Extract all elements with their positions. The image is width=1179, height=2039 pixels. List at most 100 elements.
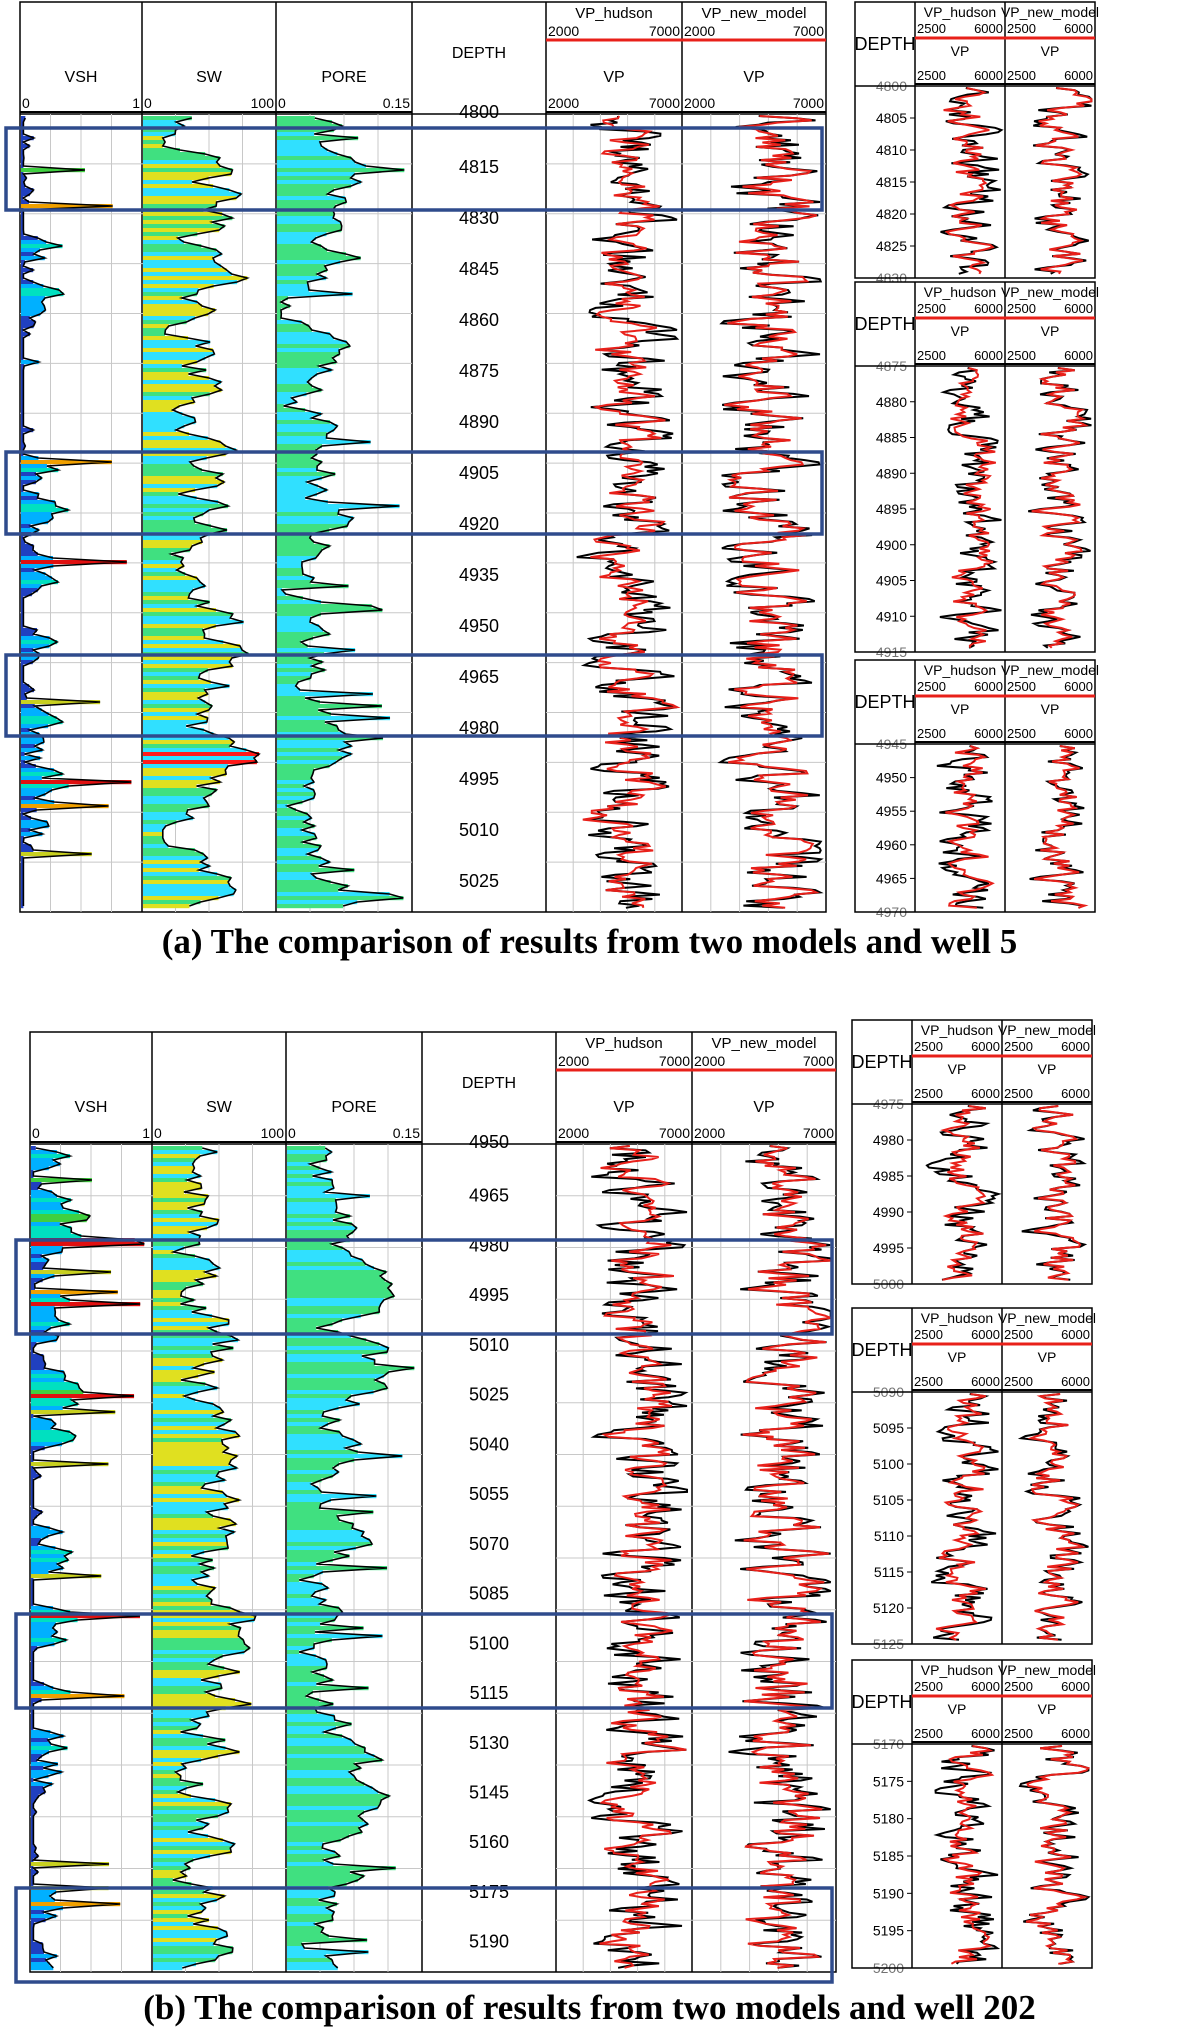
panel-a-sw-band xyxy=(143,732,214,737)
panel-b-sw-band xyxy=(153,1730,181,1735)
panel-a-vsh-band xyxy=(21,144,30,149)
panel-a-pore-band xyxy=(277,376,312,381)
panel-b-sw-band xyxy=(153,1614,256,1619)
panel-b-pore-band xyxy=(287,1194,370,1199)
panel-b-pore-band xyxy=(287,1350,388,1355)
panel-a-pore-band xyxy=(277,296,288,301)
panel-a-sw-band xyxy=(143,548,190,553)
panel-b-pore-band xyxy=(287,1682,317,1687)
panel-b-vsh-band xyxy=(31,1618,78,1623)
panel-b-pore-band xyxy=(287,1926,324,1931)
panel-a-2-zoom-axis-max: 6000 xyxy=(974,348,1003,363)
panel-a-track-title-sw: SW xyxy=(196,69,223,86)
panel-a-sw-band xyxy=(143,192,242,197)
panel-b-sw-band xyxy=(153,1846,231,1851)
panel-b-sw-band xyxy=(153,1482,206,1487)
panel-b-vp-axis-label: VP xyxy=(753,1099,774,1116)
panel-b-sw-band xyxy=(153,1538,227,1543)
panel-b-sw-band xyxy=(153,1814,218,1819)
panel-a-2-zoom-axis-label: VP xyxy=(1041,323,1060,339)
panel-b-pore-band xyxy=(287,1162,310,1167)
panel-b-sw-band xyxy=(153,1834,208,1839)
panel-a-sw-band xyxy=(143,616,231,621)
panel-b-sw-band xyxy=(153,1678,202,1683)
panel-a-sw-band xyxy=(143,772,227,777)
panel-a-sw-band xyxy=(143,848,195,853)
panel-a-2-zoom1-model-line xyxy=(1031,367,1089,649)
panel-a-sw-band xyxy=(143,420,196,425)
panel-b-sw-band xyxy=(153,1610,240,1615)
panel-a-pore-band xyxy=(277,664,312,669)
panel-a-pore-band xyxy=(277,228,342,233)
panel-b-pore-band xyxy=(287,1962,334,1967)
panel-b-sw-band xyxy=(153,1158,196,1163)
panel-b-vsh-band xyxy=(31,1406,63,1411)
panel-a-sw-band xyxy=(143,656,233,661)
panel-b-vsh-band xyxy=(31,1442,62,1447)
panel-b-pore-band xyxy=(287,1382,385,1387)
panel-a-pore-band xyxy=(277,832,315,837)
panel-a-vsh-band xyxy=(21,904,24,909)
panel-a-pore-band xyxy=(277,904,344,909)
panel-b-pore-band xyxy=(287,1462,340,1467)
panel-a-pore-band xyxy=(277,292,353,297)
panel-a-1-zoom-axis-label: VP xyxy=(951,43,970,59)
panel-b-3-zoom-depth-label: 5185 xyxy=(873,1848,904,1864)
panel-b-2-zoom-curve-min: 2500 xyxy=(1004,1327,1033,1342)
panel-a-pore-band xyxy=(277,184,352,189)
panel-b-vsh-band xyxy=(31,1250,62,1255)
panel-b-vsh-band xyxy=(31,1942,43,1947)
panel-b-vsh-band xyxy=(31,1382,78,1387)
panel-b-sw-band xyxy=(153,1290,182,1295)
panel-b-vsh-band xyxy=(31,1438,74,1443)
panel-b-sw-band xyxy=(153,1502,225,1507)
panel-b-depth-label: 5070 xyxy=(469,1534,509,1554)
panel-b-1-zoom-depth-label: 5000 xyxy=(873,1276,904,1292)
panel-a-vsh-band xyxy=(21,536,24,541)
panel-a-depth-label: 4875 xyxy=(459,361,499,381)
panel-b-vsh-band xyxy=(31,1878,34,1883)
panel-b-pore-band xyxy=(287,1506,320,1511)
panel-b-pore-band xyxy=(287,1566,388,1571)
panel-a-vsh-band xyxy=(21,576,52,581)
panel-a-pore-band xyxy=(277,404,284,409)
panel-a-pore-band xyxy=(277,648,356,653)
panel-a-vsh-band xyxy=(21,688,35,693)
panel-a-sw-band xyxy=(143,264,221,269)
panel-a-vsh-band xyxy=(21,792,46,797)
panel-b-vsh-band xyxy=(31,1666,34,1671)
panel-a-sw-band xyxy=(143,712,198,717)
panel-b-depth-label: 5025 xyxy=(469,1385,509,1405)
panel-b-pore-band xyxy=(287,1770,350,1775)
panel-b-sw-curve xyxy=(170,1147,257,1969)
panel-b-sw-band xyxy=(153,1326,209,1331)
panel-a-sw-band xyxy=(143,136,163,141)
panel-b-vsh-band xyxy=(31,1158,54,1163)
panel-b-vsh-band xyxy=(31,1294,61,1299)
panel-a-vp1-model-line xyxy=(724,115,820,909)
panel-b-pore-band xyxy=(287,1422,329,1427)
panel-b-vsh-band xyxy=(31,1702,34,1707)
panel-a-pore-band xyxy=(277,188,334,193)
panel-a-pore-band xyxy=(277,884,348,889)
panel-a-pore-band xyxy=(277,264,325,269)
panel-a-sw-band xyxy=(143,128,176,133)
panel-a-pore-band xyxy=(277,272,318,277)
panel-a-pore-band xyxy=(277,816,312,821)
panel-b-vsh-band xyxy=(31,1758,38,1763)
panel-b-vsh-band xyxy=(31,1378,65,1383)
panel-a-pore-band xyxy=(277,492,317,497)
panel-a-sw-band xyxy=(143,800,207,805)
panel-a-pore-band xyxy=(277,604,372,609)
panel-a-pore-band xyxy=(277,204,336,209)
panel-b-vp0-model-line xyxy=(599,1145,687,1969)
panel-b-pore-band xyxy=(287,1534,362,1539)
panel-b-vsh-band xyxy=(31,1774,49,1779)
panel-a-sw-band xyxy=(143,468,202,473)
panel-b-pore-band xyxy=(287,1790,379,1795)
panel-b-vsh-band xyxy=(31,1546,56,1551)
panel-a-sw-band xyxy=(143,524,211,529)
panel-a-vsh-band xyxy=(21,648,34,653)
panel-a-sw-band xyxy=(143,608,216,613)
panel-a-2-zoom-depth-label: 4905 xyxy=(876,573,907,589)
